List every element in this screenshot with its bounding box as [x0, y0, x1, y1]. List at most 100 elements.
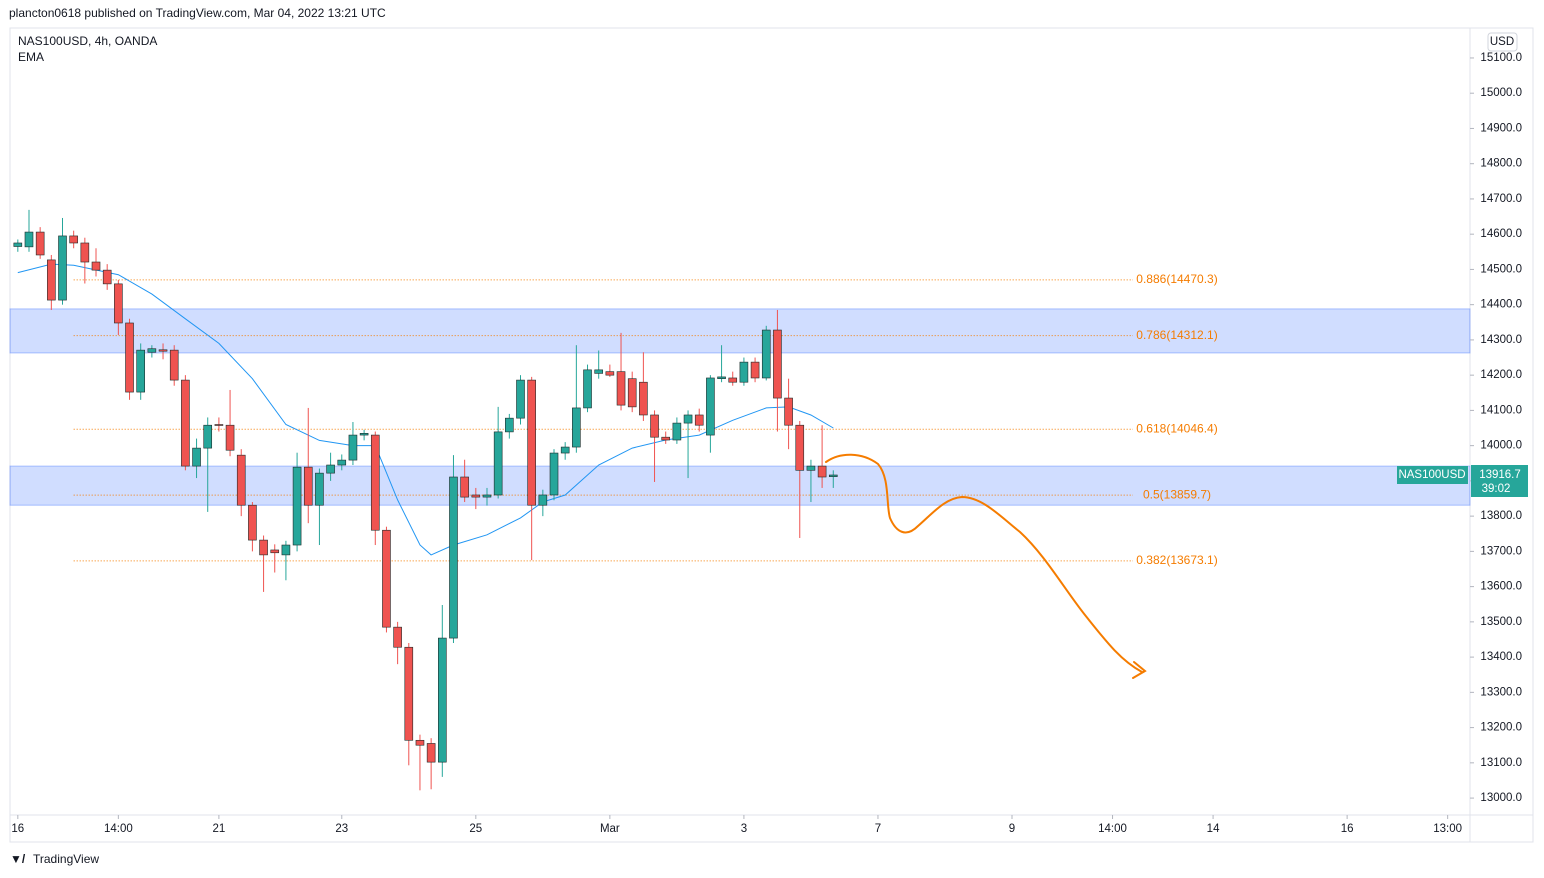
candle-body [315, 472, 324, 506]
candle-body [47, 259, 56, 301]
candle-body [326, 464, 335, 474]
candle-body [158, 349, 168, 352]
candle-body [125, 322, 134, 393]
candle-body [359, 433, 369, 436]
x-tick-label: 13:00 [1433, 823, 1462, 835]
plot-area [9, 209, 1471, 791]
fib-label: 0.618(14046.4) [1136, 421, 1217, 435]
candle-body [370, 434, 380, 531]
y-tick-label: 13700.0 [1480, 545, 1522, 557]
candle-body [538, 494, 548, 506]
candle-body [449, 476, 458, 639]
y-tick-label: 14100.0 [1480, 404, 1522, 416]
candle-body [750, 361, 760, 379]
price-zone [9, 308, 1471, 354]
fib-label: 0.382(13673.1) [1136, 553, 1217, 567]
candle-body [69, 235, 78, 244]
candle-body [58, 235, 67, 301]
candle-body [828, 474, 838, 477]
candle-body [717, 376, 726, 379]
y-tick-label: 13000.0 [1480, 792, 1522, 804]
candle-body [471, 494, 481, 498]
x-tick-label: 23 [335, 823, 348, 835]
candle-body [35, 231, 45, 256]
candle-body [493, 431, 503, 496]
x-tick-label: Mar [600, 823, 620, 835]
candle-body [706, 377, 715, 436]
indicator-label: EMA [18, 50, 44, 64]
candle-body [572, 407, 581, 448]
candle-body [549, 452, 559, 496]
x-tick-label: 7 [875, 823, 881, 835]
candle-body [639, 381, 648, 416]
price-zone [9, 465, 1471, 506]
candle-body [348, 434, 358, 461]
x-tick-label: 25 [469, 823, 482, 835]
candle-body [784, 397, 793, 426]
candle-body [795, 424, 805, 471]
candle-body [292, 466, 302, 546]
candle-body [516, 379, 525, 419]
footer-brand: TradingView [33, 852, 99, 866]
x-tick-label: 16 [1341, 823, 1354, 835]
y-tick-label: 13800.0 [1480, 510, 1522, 522]
x-tick-label: 14:00 [104, 823, 133, 835]
candle-body [683, 414, 693, 424]
candle-body [181, 379, 190, 467]
candle-body [415, 739, 425, 746]
candle-body [203, 424, 213, 449]
x-tick-label: 14:00 [1098, 823, 1127, 835]
y-tick-label: 14300.0 [1480, 334, 1522, 346]
y-tick-label: 14900.0 [1480, 122, 1522, 134]
last-price-label: 13916.7 [1479, 469, 1521, 481]
candle-body [438, 637, 447, 763]
chart-frame [9, 27, 1534, 843]
candle-body [773, 329, 782, 399]
candle-body [169, 349, 179, 381]
y-tick-label: 15100.0 [1480, 52, 1522, 64]
y-tick-label: 14400.0 [1480, 299, 1522, 311]
price-tag [1471, 465, 1528, 498]
candle-body [650, 414, 659, 438]
candle-body [728, 377, 738, 383]
candle-body [337, 459, 347, 466]
y-tick-label: 13100.0 [1480, 757, 1522, 769]
candle-body [661, 436, 671, 441]
candle-body [24, 231, 34, 248]
candle-body [761, 329, 771, 379]
candle-body [192, 447, 201, 467]
currency-badge[interactable] [1487, 32, 1518, 52]
x-tick-label: 16 [11, 823, 24, 835]
candle-body [605, 371, 615, 376]
candle-body [527, 379, 536, 506]
y-tick-label: 13300.0 [1480, 686, 1522, 698]
countdown-label: 39:02 [1482, 483, 1511, 495]
candle-body [303, 466, 313, 506]
candle-body [426, 743, 436, 763]
candle-body [91, 261, 101, 271]
ticker-label: NAS100USD [1398, 469, 1465, 481]
x-tick-label: 9 [1009, 823, 1015, 835]
y-tick-label: 15000.0 [1480, 87, 1522, 99]
candle-body [393, 626, 402, 648]
symbol-label: NAS100USD, 4h, OANDA [18, 34, 157, 48]
publish-header: plancton0618 published on TradingView.co… [9, 6, 386, 20]
candle-body [404, 646, 414, 741]
candle-body [102, 269, 112, 285]
x-tick-label: 21 [212, 823, 225, 835]
candle-body [248, 504, 257, 541]
currency-label: USD [1490, 36, 1514, 48]
candle-body [806, 465, 816, 471]
candle-body [560, 446, 570, 454]
candle-body [672, 422, 682, 441]
candle-body [505, 417, 514, 433]
fib-label: 0.786(14312.1) [1136, 328, 1217, 342]
candle-body [382, 529, 391, 628]
y-tick-label: 13500.0 [1480, 616, 1522, 628]
candle-body [616, 371, 626, 406]
candle-body [114, 283, 123, 324]
candle-body [225, 424, 235, 451]
candle-body [594, 369, 603, 374]
y-tick-label: 14700.0 [1480, 193, 1522, 205]
